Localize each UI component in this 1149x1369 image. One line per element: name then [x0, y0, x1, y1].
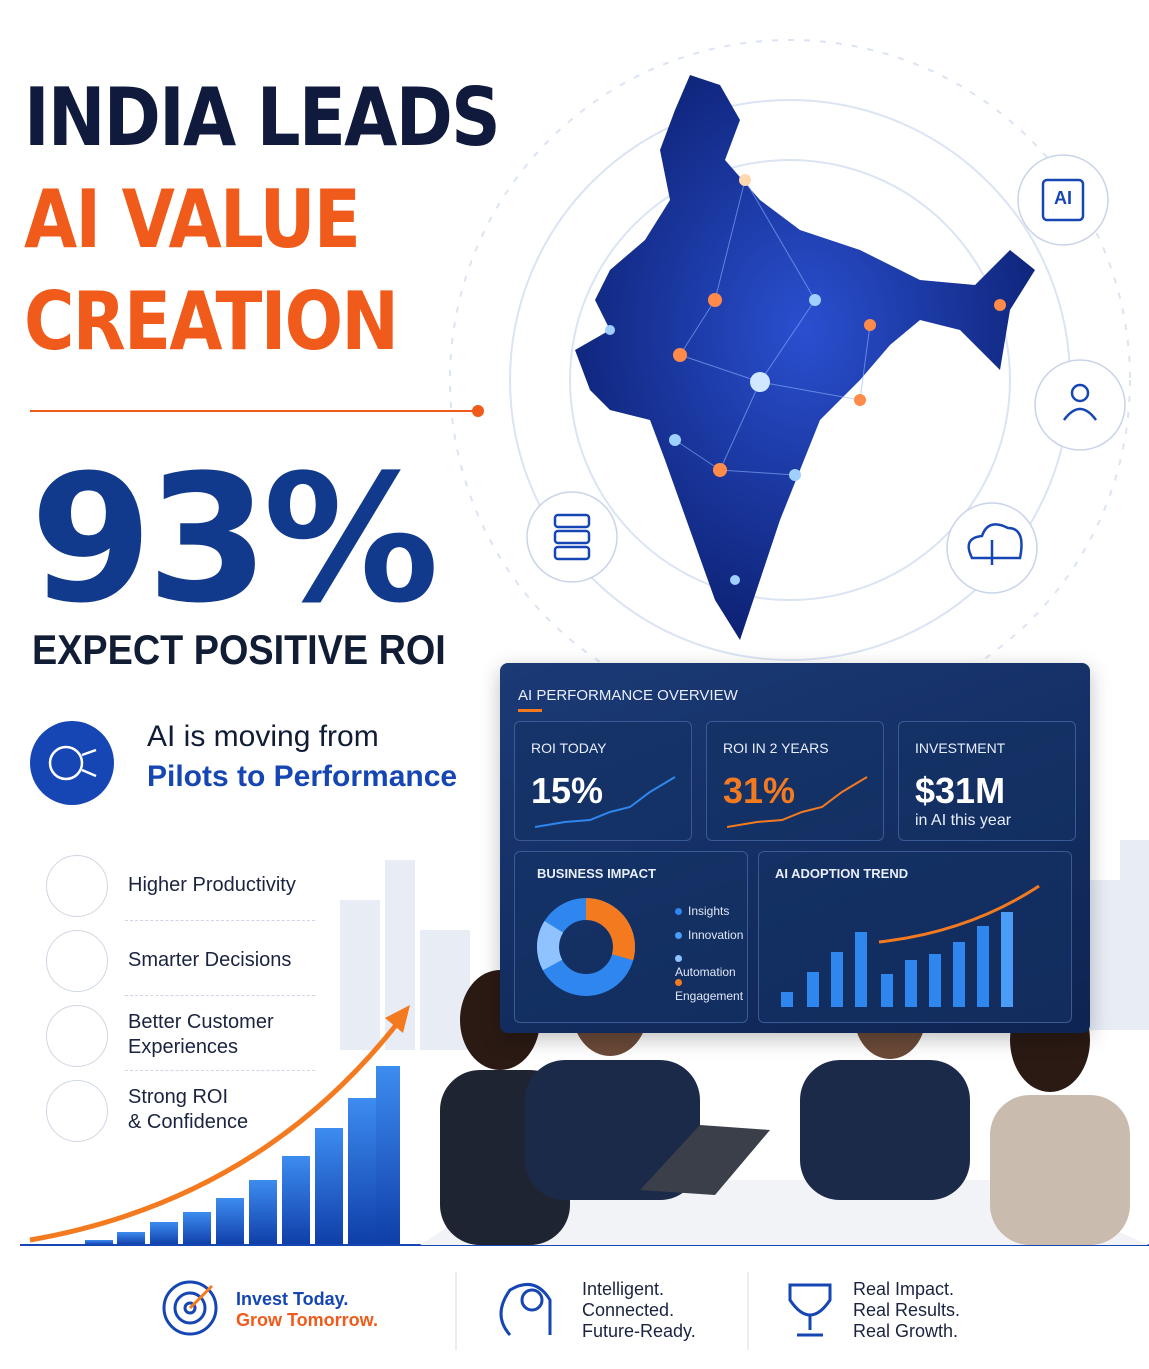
tagline-emphasis: Pilots to Performance — [147, 760, 458, 793]
footer-item: Real Impact. Real Results. Real Growth. — [853, 1279, 960, 1342]
dashboard: AI PERFORMANCE OVERVIEW ROI TODAY 15% ROI … — [500, 663, 1090, 1033]
footer-line: Real Results. — [853, 1299, 961, 1320]
kpi-label: ROI IN 2 YEARS — [723, 740, 829, 756]
kpi-value: 15% — [531, 770, 604, 811]
footer-item: Invest Today. Grow Tomorrow. — [236, 1289, 378, 1331]
adoption-bars — [781, 884, 1040, 1007]
tagline: AI is moving from — [147, 720, 379, 753]
benefit-text: Smarter Decisions — [128, 948, 291, 973]
headline-stat: 93% — [30, 437, 439, 642]
title-line: INDIA LEADS — [24, 71, 501, 164]
kpi-card: ROI IN 2 YEARS 31% — [706, 721, 884, 841]
footer-line: Future-Ready. — [582, 1320, 696, 1341]
benefit-icon — [46, 855, 108, 917]
panel-title: AI ADOPTION TREND — [775, 866, 909, 881]
kpi-card: ROI TODAY 15% — [514, 721, 692, 841]
footer-line: Real Impact. — [853, 1278, 955, 1299]
kpi-value: $31M — [915, 770, 1006, 811]
kpi-label: INVESTMENT — [915, 740, 1006, 756]
footer-line: Real Growth. — [853, 1320, 959, 1341]
divider — [125, 1070, 315, 1071]
benefit-line: Better Customer — [128, 1011, 274, 1033]
donut — [537, 898, 635, 996]
footer-line: Grow Tomorrow. — [236, 1310, 378, 1330]
benefit-icon — [46, 930, 108, 992]
benefit-line: Higher Productivity — [128, 873, 296, 896]
benefit-line: Smarter Decisions — [128, 948, 292, 971]
india-map — [575, 75, 1035, 640]
benefit-line: & Confidence — [128, 1111, 249, 1133]
legend-item: Insights — [675, 904, 729, 918]
panel-title: BUSINESS IMPACT — [537, 866, 656, 881]
legend-item: Innovation — [675, 928, 743, 942]
headline-caption: EXPECT POSITIVE ROI — [32, 626, 446, 673]
kpi-note: in AI this year — [915, 812, 1012, 829]
benefit-line: Strong ROI — [128, 1086, 229, 1108]
sparkline — [535, 776, 676, 828]
benefit-line: Experiences — [128, 1036, 239, 1058]
title-line: AI VALUE — [24, 173, 361, 266]
footer-line: Connected. — [582, 1299, 675, 1320]
title-accent — [518, 709, 542, 712]
dashboard-title: AI PERFORMANCE OVERVIEW — [518, 687, 738, 704]
footer-line: Intelligent. — [582, 1278, 665, 1299]
benefit-text: Better Customer Experiences — [128, 1010, 274, 1060]
adoption-panel: AI ADOPTION TREND — [758, 851, 1072, 1023]
footer-line: Invest Today. — [236, 1289, 349, 1309]
benefit-icon — [46, 1080, 108, 1142]
footer-item: Intelligent. Connected. Future-Ready. — [582, 1279, 696, 1342]
benefit-text: Higher Productivity — [128, 873, 296, 898]
ai-chip-label: AI — [1054, 188, 1072, 208]
divider — [125, 920, 315, 921]
benefit-text: Strong ROI & Confidence — [128, 1085, 248, 1135]
impact-panel: BUSINESS IMPACT Insights Innovation Automa… — [514, 851, 748, 1023]
kpi-label: ROI TODAY — [531, 740, 607, 756]
sparkline — [727, 776, 868, 828]
title-line: CREATION — [24, 275, 399, 368]
kpi-card: INVESTMENT $31M in AI this year — [898, 721, 1076, 841]
legend-item: Engagement — [675, 975, 747, 1003]
benefit-icon — [46, 1005, 108, 1067]
kpi-value: 31% — [723, 770, 796, 811]
divider — [125, 995, 315, 996]
